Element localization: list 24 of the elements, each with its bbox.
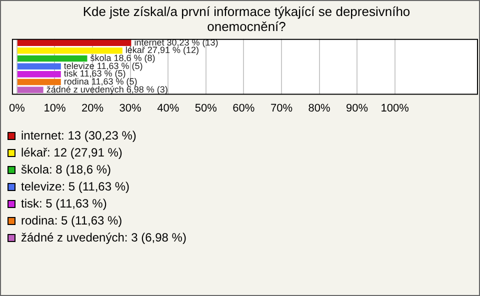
legend-label: tisk: 5 (11,63 %)	[21, 196, 107, 210]
x-tick-label: 90%	[346, 102, 368, 114]
data-label: tisk 11,63 % (5)	[64, 68, 126, 79]
x-tick-label: 30%	[119, 102, 142, 114]
data-label: škola 18,6 % (8)	[90, 52, 156, 63]
legend-label: lékař: 12 (27,91 %)	[21, 145, 122, 160]
x-tick-label: 60%	[232, 102, 255, 114]
legend-label: rodina: 5 (11,63 %)	[21, 213, 122, 228]
data-label: internet 30,23 % (13)	[134, 37, 218, 48]
x-tick-label: 0%	[8, 102, 26, 114]
legend-label: internet: 13 (30,23 %)	[21, 128, 136, 142]
legend-label: škola: 8 (18,6 %)	[21, 162, 112, 176]
data-label: lékař 27,91 % (12)	[125, 45, 199, 56]
x-tick-label: 70%	[270, 102, 293, 114]
x-tick-label: 100%	[380, 102, 410, 114]
x-tick-label: 40%	[157, 102, 180, 114]
x-tick-label: 10%	[44, 102, 66, 114]
legend-label: televize: 5 (11,63 %)	[21, 179, 130, 194]
legend-label: žádné z uvedených: 3 (6,98 %)	[21, 230, 186, 244]
x-tick-label: 80%	[308, 102, 330, 114]
data-label: televize 11,63 % (5)	[64, 60, 143, 71]
x-tick-label: 50%	[194, 102, 218, 114]
chart-title: Kde jste získal/a první informace týkající se depresivního onemocnění?	[82, 4, 410, 34]
x-tick-label: 20%	[82, 102, 104, 114]
